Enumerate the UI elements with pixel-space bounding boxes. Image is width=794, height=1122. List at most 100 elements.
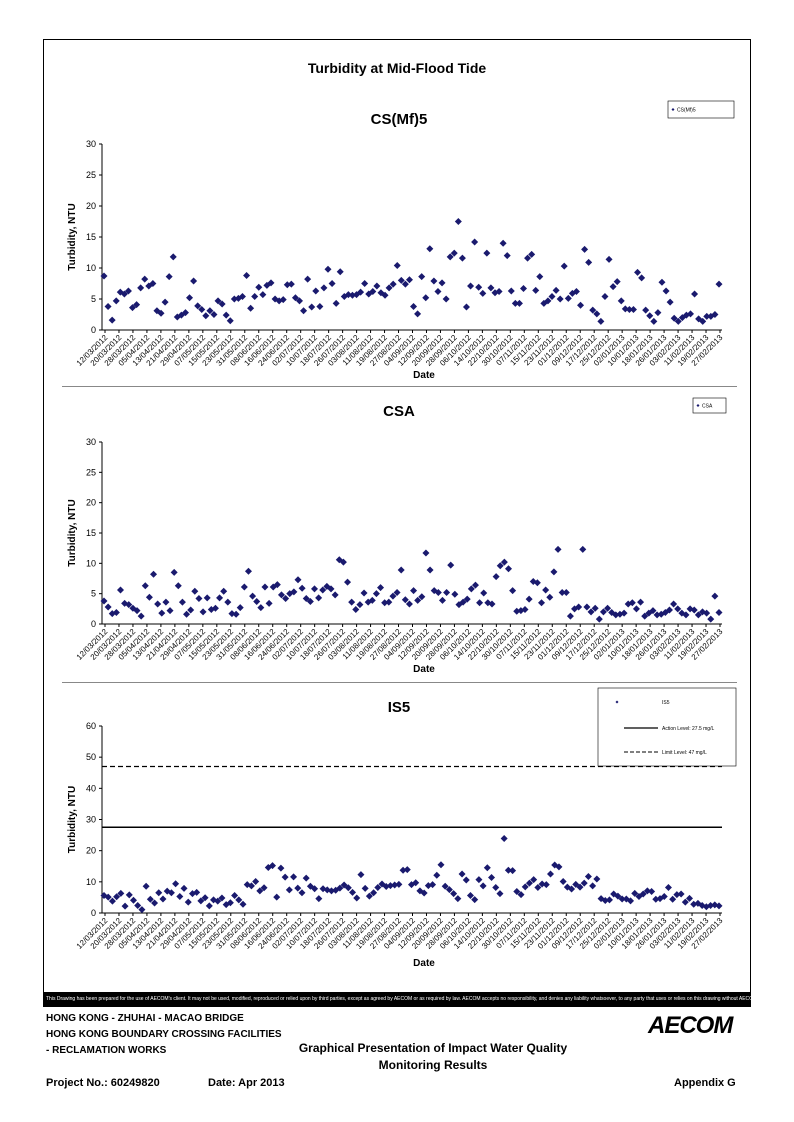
y-tick-label: 20 (86, 498, 96, 508)
data-point (198, 306, 206, 314)
data-point (104, 603, 112, 611)
data-point (658, 278, 666, 286)
data-point (311, 885, 319, 893)
data-point (331, 591, 339, 599)
data-point (556, 295, 564, 303)
data-point (154, 600, 162, 608)
data-point (133, 607, 141, 615)
data-point (577, 301, 585, 309)
data-point (581, 245, 589, 253)
y-tick-label: 20 (86, 846, 96, 856)
data-point (664, 883, 672, 891)
data-point (336, 884, 344, 892)
data-point (571, 605, 579, 613)
data-point (352, 605, 360, 613)
data-point (252, 878, 260, 886)
data-point (699, 317, 707, 325)
data-point (232, 610, 240, 618)
data-point (483, 864, 491, 872)
data-point (222, 311, 230, 319)
data-point (568, 289, 576, 297)
data-point (372, 590, 380, 598)
data-point (125, 601, 133, 609)
data-point (471, 581, 479, 589)
data-point (108, 897, 116, 905)
footer-line-1: HONG KONG - ZHUHAI - MACAO BRIDGE (46, 1013, 244, 1024)
data-point (629, 306, 637, 314)
data-point (161, 298, 169, 306)
data-point (178, 598, 186, 606)
data-point (459, 598, 467, 606)
data-point (155, 889, 163, 897)
data-point (389, 592, 397, 600)
data-point (316, 302, 324, 310)
data-point (211, 604, 219, 612)
data-point (113, 893, 121, 901)
legend-box (667, 100, 735, 119)
data-point (605, 255, 613, 263)
data-point (141, 582, 149, 590)
data-point (625, 306, 633, 314)
data-point (480, 589, 488, 597)
data-point (479, 882, 487, 890)
data-point (251, 293, 259, 301)
data-point (552, 286, 560, 294)
y-tick-label: 0 (91, 908, 96, 918)
data-point (703, 312, 711, 320)
data-point (235, 896, 243, 904)
data-point (306, 598, 314, 606)
data-point (129, 604, 137, 612)
data-point (533, 579, 541, 587)
data-point (691, 290, 699, 298)
data-point (686, 310, 694, 318)
y-tick-label: 10 (86, 558, 96, 568)
data-point (265, 599, 273, 607)
data-point (226, 317, 234, 325)
data-point (397, 276, 405, 284)
data-point (273, 893, 281, 901)
data-point (624, 600, 632, 608)
x-axis-label: Date (413, 370, 435, 381)
data-point (496, 890, 504, 898)
data-point (589, 882, 597, 890)
data-point (377, 584, 385, 592)
data-point (613, 278, 621, 286)
data-point (157, 309, 165, 317)
data-point (487, 284, 495, 292)
data-point (197, 897, 205, 905)
data-point (360, 589, 368, 597)
data-point (273, 581, 281, 589)
data-point (133, 301, 141, 309)
data-point (715, 608, 723, 616)
data-point (601, 293, 609, 301)
data-point (238, 293, 246, 301)
data-point (420, 889, 428, 897)
data-point (129, 896, 137, 904)
legend-marker (696, 404, 700, 407)
data-point (652, 895, 660, 903)
data-point (405, 276, 413, 284)
data-point (422, 549, 430, 557)
data-point (399, 866, 407, 874)
data-point (218, 300, 226, 308)
data-point (290, 873, 298, 881)
data-point (231, 892, 239, 900)
data-point (458, 254, 466, 262)
data-point (585, 258, 593, 266)
data-point (169, 253, 177, 261)
data-point (438, 596, 446, 604)
y-axis-label: Turbidity, NTU (67, 499, 78, 566)
data-point (568, 885, 576, 893)
data-point (641, 612, 649, 620)
data-point (170, 568, 178, 576)
chart-title: IS5 (388, 699, 411, 716)
data-point (275, 297, 283, 305)
data-point (599, 608, 607, 616)
data-point (190, 277, 198, 285)
disclaimer-bar: This Drawing has been prepared for the u… (43, 992, 751, 1007)
report-date: Date: Apr 2013 (208, 1077, 285, 1089)
data-point (137, 284, 145, 292)
data-point (166, 607, 174, 615)
y-tick-label: 60 (86, 721, 96, 731)
data-point (467, 585, 475, 593)
